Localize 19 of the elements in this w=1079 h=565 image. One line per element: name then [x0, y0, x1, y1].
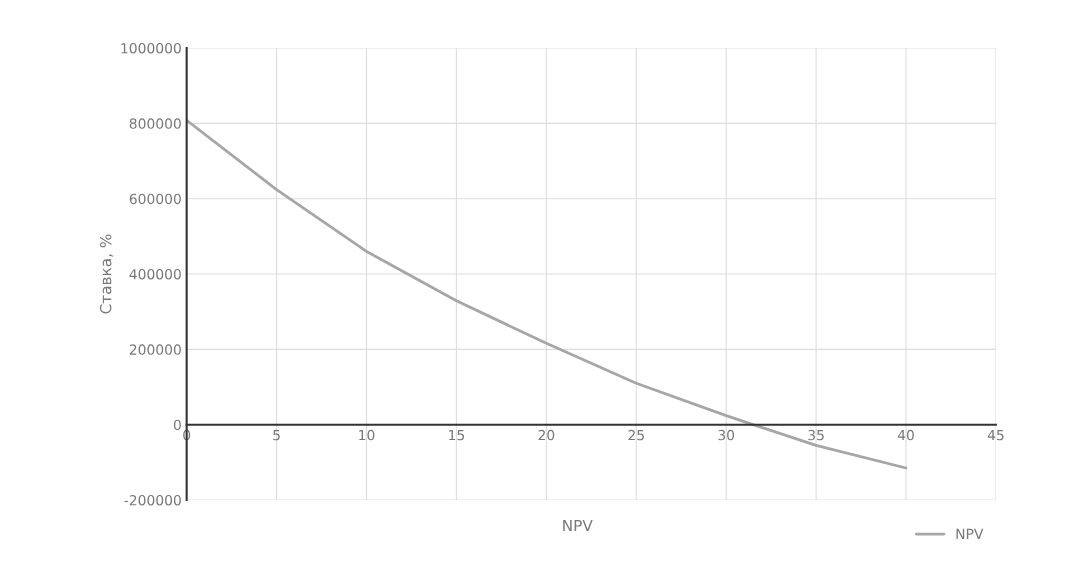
x-tick-label: 40 [897, 429, 914, 441]
x-tick-label: 30 [718, 429, 735, 441]
x-tick-label: 5 [273, 429, 280, 441]
y-tick-label: 400000 [129, 268, 181, 280]
x-tick-label: 10 [359, 429, 375, 441]
y-tick-label: 1000000 [121, 42, 181, 54]
y-tick-label: 800000 [129, 118, 181, 129]
y-tick-label: 600000 [129, 193, 181, 205]
x-tick-label: 45 [987, 429, 1004, 441]
x-tick-label: 15 [449, 429, 465, 441]
x-tick-label: 35 [808, 429, 824, 441]
x-tick-label: 25 [628, 429, 644, 441]
y-tick-label: -200000 [124, 494, 181, 506]
y-tick-label: 200000 [129, 344, 181, 355]
y-tick-label: 0 [173, 419, 181, 431]
x-axis-title: NPV [563, 519, 593, 532]
y-axis-title: Ставка, % [99, 234, 113, 314]
x-tick-label: 20 [538, 429, 555, 441]
legend-label: NPV [956, 528, 984, 539]
